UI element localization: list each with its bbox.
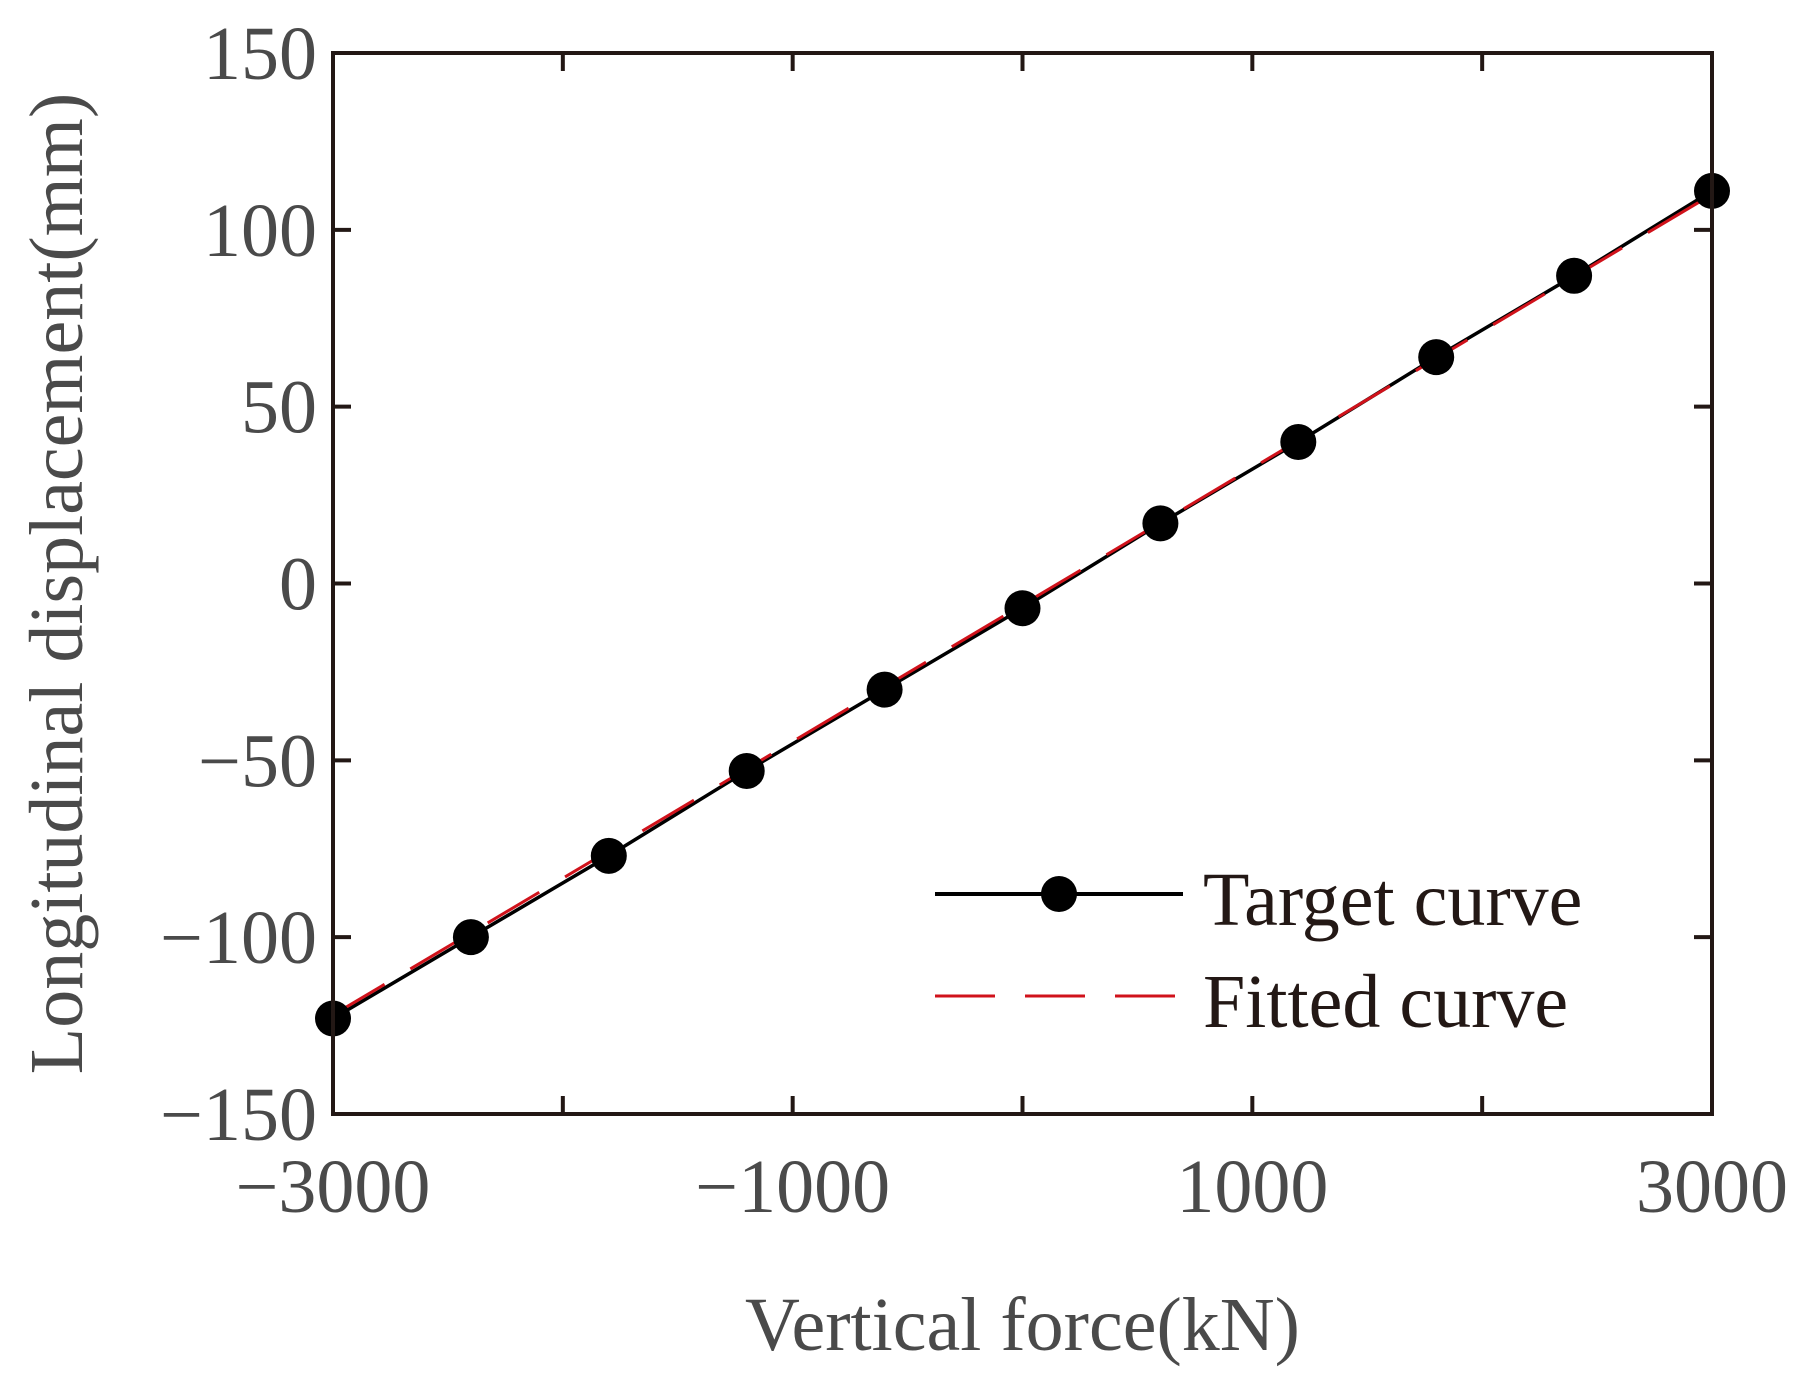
legend: Target curve Fitted curve: [935, 858, 1582, 1044]
x-axis-title: Vertical force(kN): [745, 1283, 1300, 1367]
series-layer: [315, 172, 1730, 1037]
y-axis-title: Longitudinal displacement(mm): [15, 93, 99, 1074]
target-curve-point: [866, 671, 903, 708]
target-curve-point: [1418, 339, 1455, 376]
legend-fitted-curve-label: Fitted curve: [1203, 960, 1568, 1044]
x-axis-ticks: −3000 −1000 1000 3000: [236, 53, 1788, 1229]
y-tick-label: 150: [203, 12, 317, 96]
y-tick-label: −50: [198, 719, 317, 803]
x-tick-label: 1000: [1176, 1145, 1328, 1229]
target-curve-point: [452, 919, 489, 956]
target-curve-point: [1280, 424, 1317, 461]
x-tick-label: 3000: [1636, 1145, 1788, 1229]
x-tick-label: −3000: [236, 1145, 431, 1229]
target-curve-point: [1004, 590, 1041, 627]
x-tick-label: −1000: [695, 1145, 890, 1229]
target-curve-point: [728, 752, 765, 789]
target-curve-point: [1142, 505, 1179, 542]
target-curve-point: [1556, 257, 1593, 294]
y-tick-label: 50: [241, 366, 317, 450]
y-tick-label: 0: [279, 543, 317, 627]
y-axis-ticks: −150 −100 −50 0 50 100 150: [160, 12, 1712, 1157]
target-curve-point: [590, 837, 627, 874]
y-tick-label: −100: [160, 896, 317, 980]
legend-target-curve-label: Target curve: [1203, 858, 1582, 942]
y-tick-label: 100: [203, 189, 317, 273]
y-tick-label: −150: [160, 1073, 317, 1157]
legend-target-curve-marker: [1041, 876, 1077, 912]
plot-area-frame: [331, 51, 1714, 1116]
